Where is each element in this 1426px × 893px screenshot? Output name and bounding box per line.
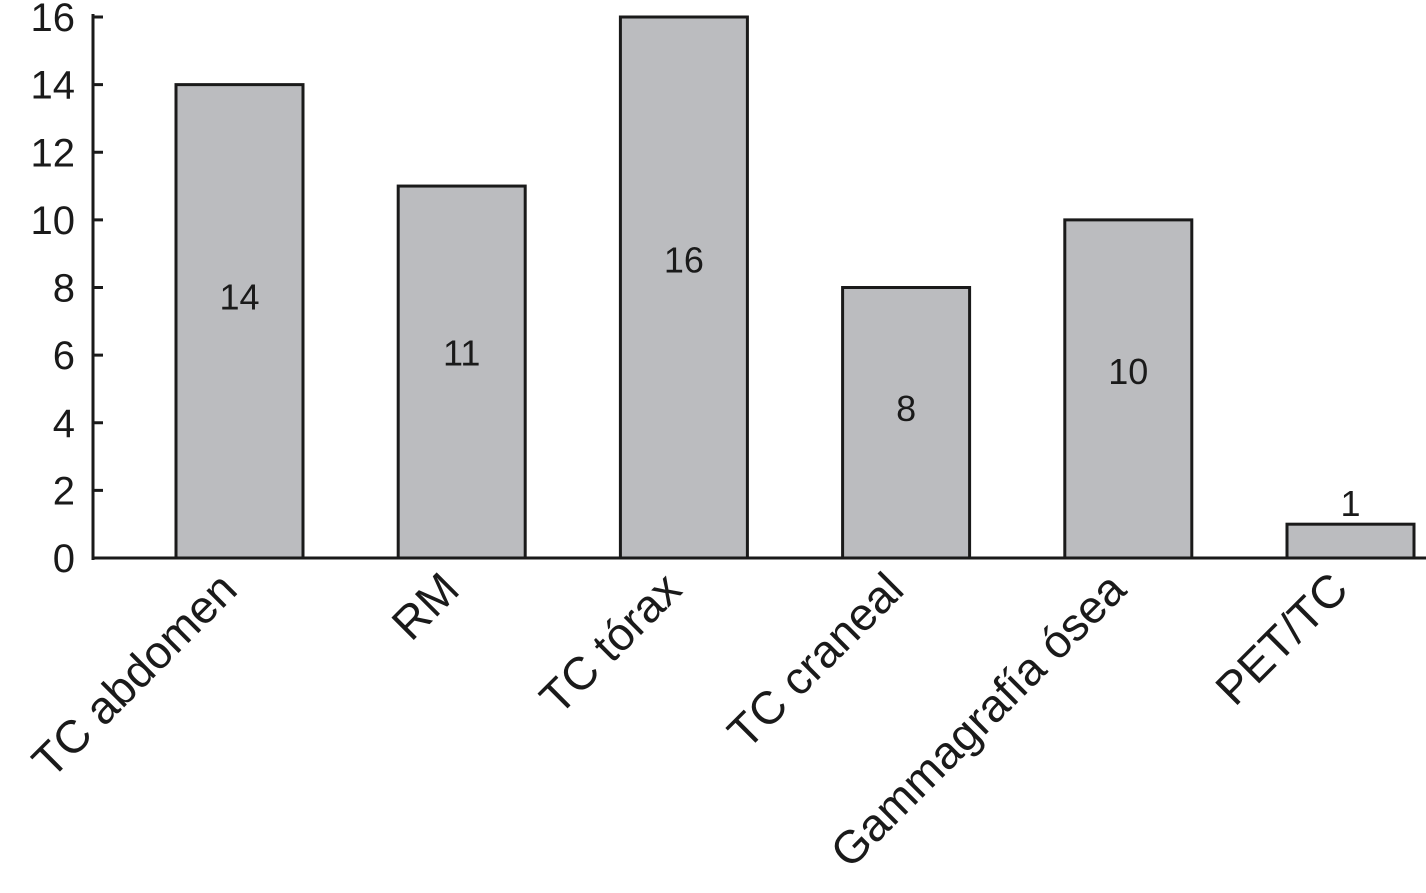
category-label: TC tórax <box>529 562 690 723</box>
y-tick-label: 16 <box>31 0 76 40</box>
category-label: TC craneal <box>717 562 913 758</box>
y-tick-label: 0 <box>53 537 75 581</box>
y-tick-label: 14 <box>31 64 76 108</box>
bars-group <box>174 15 1416 560</box>
y-ticks-group: 0 2 4 6 8 10 12 14 16 <box>31 0 103 581</box>
y-tick-label: 6 <box>53 334 75 378</box>
data-label: 1 <box>1340 483 1360 524</box>
y-tick-label: 2 <box>53 469 75 513</box>
category-label: PET/TC <box>1205 562 1357 714</box>
bar-3 <box>618 15 749 560</box>
data-label: 8 <box>896 388 916 429</box>
data-label: 11 <box>443 332 480 373</box>
bar-1 <box>174 83 305 560</box>
data-label: 10 <box>1108 351 1148 392</box>
category-label: TC abdomen <box>22 562 247 787</box>
y-tick-label: 8 <box>53 267 75 311</box>
bar-6 <box>1285 522 1416 560</box>
y-tick-label: 10 <box>31 199 76 243</box>
data-label: 16 <box>664 239 704 280</box>
bar-5 <box>1063 218 1194 560</box>
y-tick-label: 4 <box>53 402 75 446</box>
category-labels-group: TC abdomen RM TC tórax TC cranealGammagrafí… <box>22 562 1358 877</box>
data-labels-group: 14 11 16 8 10 1 <box>219 239 1360 524</box>
y-tick-label: 12 <box>31 131 76 175</box>
data-label: 14 <box>219 277 259 318</box>
bar-4 <box>841 286 972 560</box>
category-label: RM <box>381 562 468 649</box>
bar-2 <box>396 184 527 560</box>
